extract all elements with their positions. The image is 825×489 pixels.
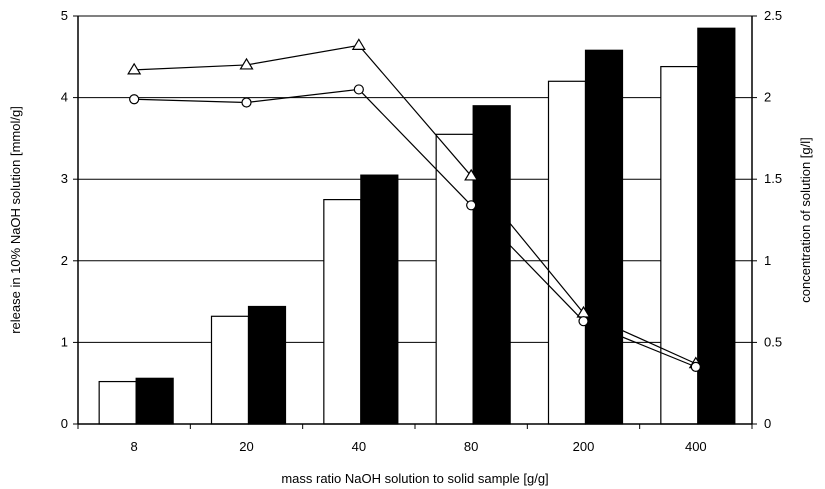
right-tick-label: 0: [764, 416, 771, 431]
x-tick-label: 400: [685, 439, 707, 454]
series-line: [134, 88, 697, 368]
series-line: [134, 44, 697, 365]
bar: [98, 380, 137, 425]
triangle-marker: [239, 57, 254, 70]
left-tick-label: 4: [61, 90, 68, 105]
bar: [547, 80, 587, 425]
bar: [135, 377, 174, 425]
circle-marker: [578, 316, 589, 327]
circle-marker: [353, 84, 364, 95]
bar: [472, 105, 511, 425]
circle-marker: [129, 94, 140, 105]
right-tick-label: 1: [764, 253, 771, 268]
circle-marker: [466, 200, 477, 211]
left-tick-label: 2: [61, 253, 68, 268]
triangle-marker: [351, 38, 366, 50]
bar: [323, 199, 362, 425]
triangle-marker: [127, 62, 142, 75]
bar: [697, 27, 736, 425]
x-axis-title: mass ratio NaOH solution to solid sample…: [281, 471, 548, 486]
bar: [360, 174, 399, 425]
right-tick-label: 1.5: [764, 171, 782, 186]
bar: [247, 305, 287, 425]
right-tick-label: 0.5: [764, 334, 782, 349]
bar: [435, 133, 474, 425]
x-tick-label: 200: [573, 439, 595, 454]
bar: [584, 49, 624, 425]
circle-marker: [690, 361, 701, 372]
left-tick-label: 5: [61, 8, 68, 23]
right-tick-label: 2.5: [764, 8, 782, 23]
left-tick-label: 3: [61, 171, 68, 186]
x-tick-label: 40: [352, 439, 366, 454]
bar: [210, 315, 250, 425]
right-axis-title: concentration of solution [g/l]: [798, 137, 813, 303]
circle-marker: [241, 97, 252, 108]
x-tick-label: 8: [131, 439, 138, 454]
tick-labels: 0 1 2 3 4 5 0 0.5 1 1.5 2 2.5 8 20 40 80 200 400: [61, 8, 782, 454]
axes: [77, 16, 753, 425]
bars: [98, 27, 736, 425]
x-tick-label: 20: [239, 439, 253, 454]
right-tick-label: 2: [764, 90, 771, 105]
line-series: [127, 38, 703, 372]
left-tick-label: 1: [61, 334, 68, 349]
triangle-marker: [464, 168, 479, 181]
left-tick-label: 0: [61, 416, 68, 431]
x-tick-label: 80: [464, 439, 478, 454]
left-axis-title: release in 10% NaOH solution [mmol/g]: [8, 106, 23, 334]
gridlines: [78, 15, 752, 343]
